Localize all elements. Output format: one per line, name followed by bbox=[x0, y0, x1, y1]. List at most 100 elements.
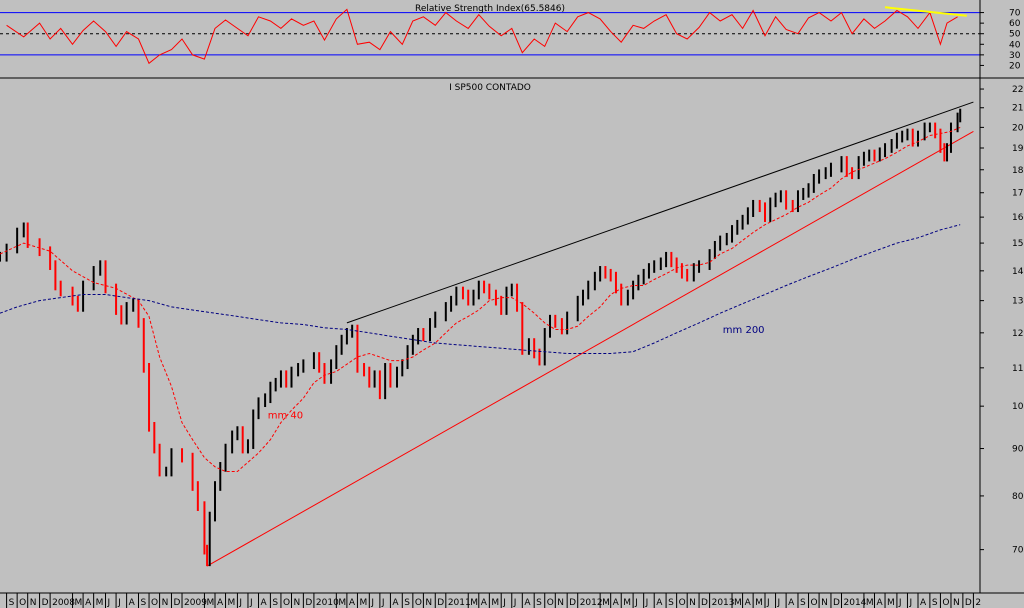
x-tick-label: N bbox=[557, 598, 564, 608]
x-tick-label: J bbox=[777, 598, 781, 608]
x-tick-label: M bbox=[206, 598, 214, 608]
x-tick-label: S bbox=[272, 598, 278, 608]
x-tick-label: J bbox=[238, 598, 242, 608]
x-tick-label: J bbox=[513, 598, 517, 608]
x-tick-label: O bbox=[942, 598, 949, 608]
x-tick-label: A bbox=[85, 598, 92, 608]
x-tick-label: A bbox=[481, 598, 488, 608]
x-tick-label: A bbox=[788, 598, 795, 608]
rsi-y-tick-label: 60 bbox=[1009, 19, 1021, 29]
price-y-tick-label: 800 bbox=[1012, 492, 1024, 502]
x-tick-label: J bbox=[370, 598, 374, 608]
price-y-tick-label: 1200 bbox=[1012, 329, 1024, 339]
x-tick-label: O bbox=[547, 598, 554, 608]
x-tick-label: M bbox=[734, 598, 742, 608]
price-y-tick-label: 1700 bbox=[1012, 189, 1024, 199]
x-tick-label: N bbox=[30, 598, 37, 608]
x-tick-label: N bbox=[953, 598, 960, 608]
rsi-title: Relative Strength Index(65.5846) bbox=[415, 4, 565, 14]
x-tick-label: 2012 bbox=[580, 598, 603, 608]
x-tick-label: J bbox=[107, 598, 111, 608]
x-tick-label: S bbox=[536, 598, 542, 608]
x-axis: S O N D 2008 M A M J J A S O N D 2009 M A M J J A S O N D 2010 M A M J… bbox=[0, 592, 1024, 608]
x-tick-label: O bbox=[811, 598, 818, 608]
x-tick-label: A bbox=[349, 598, 356, 608]
x-tick-label: D bbox=[305, 598, 312, 608]
price-title: I SP500 CONTADO bbox=[449, 83, 531, 93]
price-y-tick-label: 2000 bbox=[1012, 123, 1024, 133]
x-tick-label: M bbox=[338, 598, 346, 608]
x-tick-label: N bbox=[689, 598, 696, 608]
x-tick-label: J bbox=[634, 598, 638, 608]
x-tick-label: A bbox=[920, 598, 927, 608]
x-tick-label: O bbox=[415, 598, 422, 608]
x-tick-label: N bbox=[293, 598, 300, 608]
price-y-tick-label: 1500 bbox=[1012, 239, 1024, 249]
price-y-tick-label: 1400 bbox=[1012, 267, 1024, 277]
rsi-y-tick-label: 50 bbox=[1009, 30, 1021, 40]
x-tick-label: 2014 bbox=[844, 598, 867, 608]
price-y-tick-label: 900 bbox=[1012, 445, 1024, 455]
x-tick-label: M bbox=[228, 598, 236, 608]
rsi-y-tick-label: 20 bbox=[1009, 61, 1021, 71]
x-tick-label: D bbox=[173, 598, 180, 608]
price-y-tick-label: 2100 bbox=[1012, 104, 1024, 114]
price-y-tick-label: 1300 bbox=[1012, 297, 1024, 307]
x-tick-label: D bbox=[965, 598, 972, 608]
rsi-trendline bbox=[884, 6, 967, 17]
x-tick-label: 2 bbox=[975, 598, 981, 608]
x-tick-label: O bbox=[679, 598, 686, 608]
x-tick-label: A bbox=[613, 598, 620, 608]
x-tick-label: M bbox=[602, 598, 610, 608]
x-tick-label: J bbox=[908, 598, 912, 608]
x-tick-label: A bbox=[217, 598, 224, 608]
x-tick-label: M bbox=[96, 598, 104, 608]
x-tick-label: O bbox=[283, 598, 290, 608]
price-y-tick-label: 1800 bbox=[1012, 166, 1024, 176]
x-tick-label: M bbox=[75, 598, 83, 608]
x-tick-label: 2008 bbox=[52, 598, 75, 608]
x-tick-label: J bbox=[645, 598, 649, 608]
moving-average-200-line bbox=[0, 224, 961, 354]
x-tick-label: D bbox=[437, 598, 444, 608]
x-tick-label: A bbox=[261, 598, 268, 608]
x-tick-label: A bbox=[524, 598, 531, 608]
x-tick-label: D bbox=[701, 598, 708, 608]
x-tick-label: M bbox=[623, 598, 631, 608]
price-y-tick-label: 1600 bbox=[1012, 213, 1024, 223]
mm-40-label: mm 40 bbox=[268, 410, 303, 421]
x-tick-label: 2011 bbox=[448, 598, 471, 608]
x-tick-label: D bbox=[42, 598, 49, 608]
x-tick-label: J bbox=[249, 598, 253, 608]
x-tick-label: M bbox=[887, 598, 895, 608]
x-tick-label: A bbox=[392, 598, 399, 608]
x-tick-label: M bbox=[470, 598, 478, 608]
price-y-tick-label: 700 bbox=[1012, 546, 1024, 556]
x-tick-label: O bbox=[19, 598, 26, 608]
x-tick-label: O bbox=[151, 598, 158, 608]
x-tick-label: J bbox=[766, 598, 770, 608]
x-tick-label: 2009 bbox=[184, 598, 207, 608]
price-y-tick-label: 1000 bbox=[1012, 402, 1024, 412]
rsi-y-tick-label: 40 bbox=[1009, 40, 1021, 50]
price-panel: 700 800 900 1000 1100 1200 1300 1400 1500 1600 170… bbox=[0, 0, 1024, 593]
x-tick-label: M bbox=[359, 598, 367, 608]
x-tick-label: 2010 bbox=[316, 598, 339, 608]
x-tick-label: A bbox=[876, 598, 883, 608]
rsi-y-tick-label: 30 bbox=[1009, 51, 1021, 61]
resistance-trendline bbox=[346, 101, 974, 324]
price-y-tick-label: 1100 bbox=[1012, 364, 1024, 374]
rsi-line bbox=[6, 8, 958, 65]
x-tick-label: 2013 bbox=[712, 598, 735, 608]
x-tick-label: N bbox=[425, 598, 432, 608]
x-tick-label: J bbox=[502, 598, 506, 608]
price-y-tick-label: 1900 bbox=[1012, 144, 1024, 154]
x-tick-label: S bbox=[9, 598, 15, 608]
price-bars bbox=[0, 108, 962, 567]
x-tick-label: S bbox=[140, 598, 146, 608]
x-tick-label: M bbox=[755, 598, 763, 608]
support-trendline bbox=[206, 130, 974, 567]
